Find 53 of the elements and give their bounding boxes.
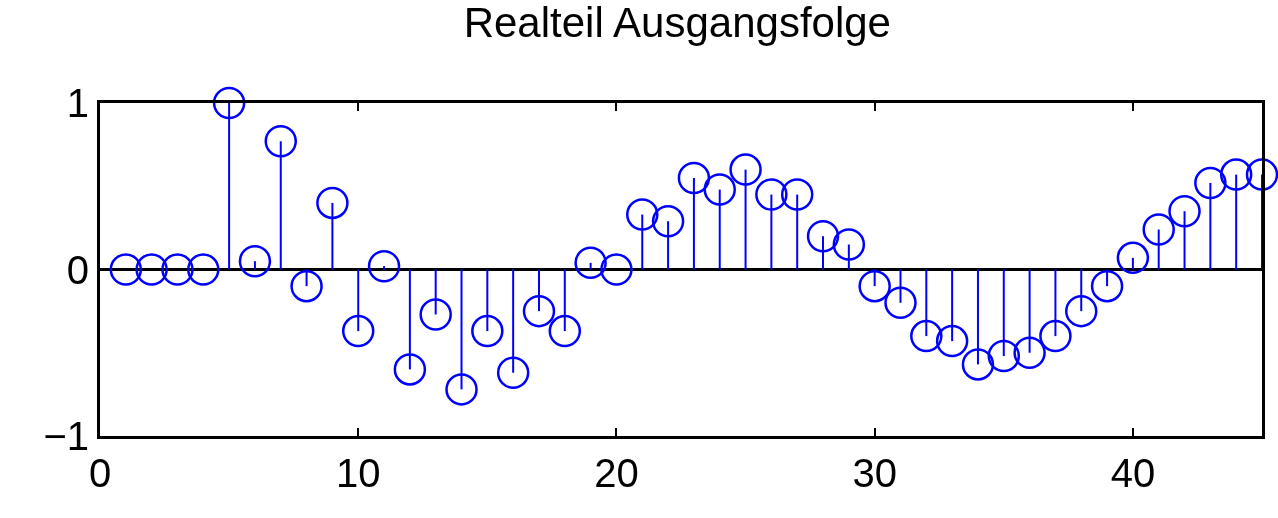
point	[471, 314, 504, 348]
point	[600, 253, 633, 286]
point	[1013, 336, 1046, 369]
point	[419, 298, 452, 331]
y-tick-label: 0	[66, 247, 89, 292]
point	[1219, 158, 1253, 191]
point	[1116, 241, 1150, 275]
point	[341, 314, 375, 348]
x-tick-label: 30	[852, 451, 897, 495]
point	[187, 253, 220, 286]
chart-title: Realteil Ausgangsfolge	[463, 0, 891, 47]
point	[264, 125, 298, 158]
point	[522, 294, 556, 328]
point	[858, 269, 891, 303]
point	[1245, 158, 1278, 191]
point	[780, 178, 814, 211]
point	[651, 204, 685, 238]
point	[1090, 269, 1124, 303]
point	[703, 173, 736, 206]
point	[1142, 213, 1175, 246]
point	[1194, 166, 1227, 200]
point	[316, 186, 349, 220]
x-tick-label: 10	[335, 451, 381, 495]
x-tick-label: 20	[594, 451, 639, 495]
point	[832, 228, 866, 261]
point	[626, 198, 659, 231]
point	[729, 153, 762, 186]
point	[677, 161, 711, 195]
point	[910, 319, 943, 353]
point	[935, 324, 969, 358]
point	[1065, 294, 1098, 328]
point	[884, 286, 917, 320]
point	[987, 339, 1021, 373]
point	[1168, 194, 1201, 228]
point	[806, 219, 840, 253]
point	[367, 249, 401, 283]
y-tick-label: 1	[66, 81, 89, 125]
point	[1039, 319, 1072, 353]
point	[393, 353, 427, 386]
point	[755, 178, 788, 211]
point	[961, 348, 995, 381]
point	[574, 246, 607, 280]
point	[212, 86, 246, 120]
x-tick-label: 40	[1110, 451, 1156, 495]
point	[290, 269, 323, 303]
point	[109, 253, 143, 286]
point	[445, 373, 478, 406]
point	[135, 253, 168, 286]
point	[548, 314, 582, 348]
point	[238, 244, 272, 278]
y-tick-label: −1	[43, 414, 89, 458]
point	[496, 356, 530, 389]
point	[161, 253, 194, 286]
